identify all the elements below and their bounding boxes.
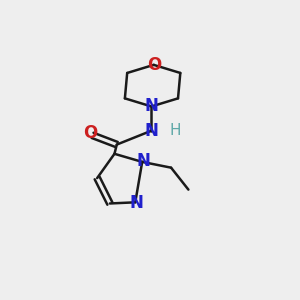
Text: N: N — [136, 152, 150, 170]
Text: O: O — [83, 124, 97, 142]
Text: N: N — [145, 122, 158, 140]
Text: N: N — [145, 98, 158, 116]
Text: H: H — [170, 123, 182, 138]
Text: O: O — [147, 56, 161, 74]
Text: N: N — [130, 194, 143, 212]
